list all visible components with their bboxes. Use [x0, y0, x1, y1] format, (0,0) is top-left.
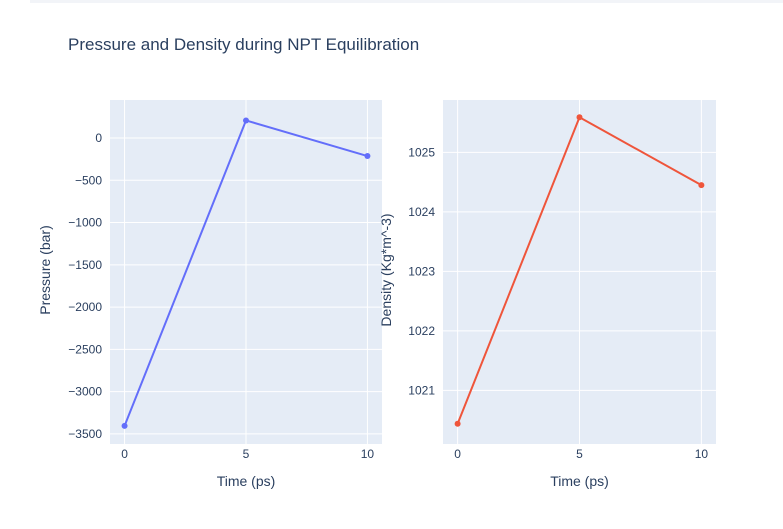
density-x-tick-label: 0 — [454, 447, 461, 461]
density-y-tick-label: 1023 — [408, 264, 435, 278]
pressure-y-tick-label: −1000 — [68, 216, 102, 230]
density-y-axis-title: Density (Kg*m^-3) — [378, 213, 394, 326]
pressure-data-point — [364, 153, 371, 160]
density-x-axis-title: Time (ps) — [550, 473, 609, 489]
pressure-y-tick-label: −500 — [75, 173, 102, 187]
density-x-tick-label: 10 — [695, 447, 709, 461]
density-data-point — [698, 182, 705, 189]
pressure-y-tick-label: 0 — [95, 131, 102, 145]
pressure-subplot: 0 5 10 0 −500 −1000 −1500 −2000 −2500 −3000 −3500 T… — [37, 100, 382, 489]
pressure-x-tick-label: 10 — [361, 447, 375, 461]
pressure-data-point — [243, 117, 249, 124]
pressure-x-tick-label: 0 — [121, 447, 128, 461]
pressure-y-tick-label: −1500 — [68, 258, 102, 272]
density-y-tick-label: 1021 — [408, 383, 435, 397]
chart-title: Pressure and Density during NPT Equilibr… — [68, 35, 419, 54]
pressure-y-axis-title: Pressure (bar) — [37, 225, 53, 314]
density-subplot: 0 5 10 1021 1022 1023 1024 1025 Time (ps) Density… — [378, 100, 716, 489]
density-data-point — [454, 420, 461, 427]
density-data-point — [576, 114, 583, 121]
pressure-data-point — [121, 422, 128, 429]
density-y-tick-label: 1025 — [408, 145, 435, 159]
pressure-y-tick-label: −2500 — [68, 342, 102, 356]
top-toolbar-strip — [30, 0, 783, 3]
density-x-tick-label: 5 — [576, 447, 583, 461]
density-y-tick-label: 1022 — [408, 324, 435, 338]
pressure-x-tick-label: 5 — [243, 447, 250, 461]
pressure-y-tick-label: −3000 — [68, 385, 102, 399]
pressure-x-axis-title: Time (ps) — [217, 473, 276, 489]
pressure-y-tick-label: −2000 — [68, 300, 102, 314]
density-y-tick-label: 1024 — [408, 205, 435, 219]
pressure-y-tick-label: −3500 — [68, 427, 102, 441]
